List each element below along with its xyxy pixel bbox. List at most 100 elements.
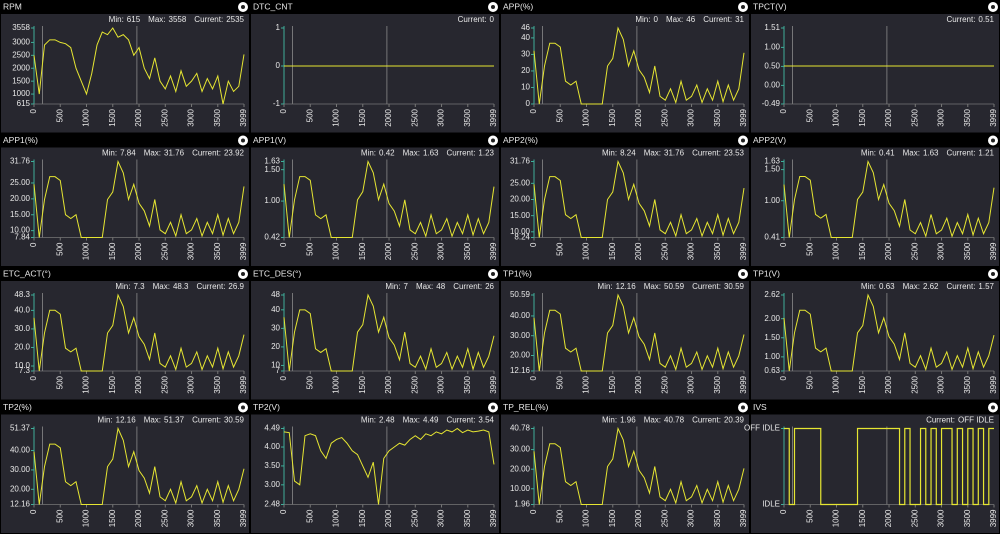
stat-value: 48: [436, 282, 445, 291]
x-tick-label: 3500: [463, 108, 472, 126]
x-tick-label: 3500: [213, 509, 222, 527]
y-tick-label: 1.96: [514, 500, 530, 509]
stat-value: 7.3: [133, 282, 145, 291]
y-tick-label: 1.50: [264, 165, 280, 174]
stat-label: Max:: [644, 416, 661, 425]
panel-title: TP2(%): [3, 402, 32, 412]
y-tick-label: 10.00: [10, 226, 31, 235]
stat-label: Max:: [903, 149, 920, 158]
stats: Current: 0.51: [947, 15, 995, 24]
x-tick-label: 1000: [332, 108, 341, 126]
y-tick-label: 2.00: [764, 314, 780, 323]
y-tick-label: 50.59: [510, 290, 531, 299]
panel-menu-dot: [741, 138, 745, 143]
x-tick-label: 1000: [582, 242, 591, 260]
x-tick-label: 3500: [963, 375, 972, 393]
y-tick-label: -0.49: [762, 99, 781, 108]
x-tick-label: 2000: [384, 242, 393, 260]
stat-value: 615: [127, 15, 141, 24]
x-tick-label: 3500: [213, 242, 222, 260]
y-tick-label: 40: [521, 33, 530, 42]
y-tick-label: 25.00: [510, 178, 531, 187]
stat-value: 46: [686, 15, 695, 24]
y-tick-label: 30.0: [14, 324, 30, 333]
x-tick-label: 3999: [239, 509, 248, 527]
panel-title: RPM: [3, 1, 22, 11]
x-tick-label: 2500: [910, 242, 919, 260]
y-tick-label: 10: [521, 83, 530, 92]
panel-menu-dot: [491, 138, 495, 143]
x-tick-label: 1000: [82, 108, 91, 126]
panel-body: [751, 281, 999, 400]
y-tick-label: IDLE: [762, 500, 780, 509]
data-line: [784, 427, 994, 506]
y-tick-label: 48.3: [14, 290, 30, 299]
x-tick-label: 1500: [108, 509, 117, 527]
y-tick-label: 30.00: [510, 331, 531, 340]
x-tick-label: 2500: [410, 375, 419, 393]
stats: Min: 7.3 Max: 48.3 Current: 26.9: [115, 282, 244, 291]
y-tick-label: 40.78: [510, 424, 531, 433]
x-tick-label: 2500: [910, 108, 919, 126]
x-tick-label: 2000: [634, 375, 643, 393]
x-tick-label: 1500: [608, 509, 617, 527]
panel-menu-dot: [241, 272, 245, 276]
x-tick-label: 3500: [963, 242, 972, 260]
panel-menu-dot: [241, 5, 245, 9]
panel-title: IVS: [753, 402, 767, 412]
data-line: [533, 159, 745, 238]
y-tick-label: 2500: [12, 50, 30, 59]
panel-body: [501, 414, 749, 533]
panel-menu-dot: [241, 138, 245, 143]
x-tick-label: 3000: [437, 509, 446, 527]
x-tick-label: 3999: [489, 108, 498, 126]
stat-value: 0: [653, 15, 658, 24]
y-tick-label: 1.50: [764, 165, 780, 174]
stat-value: 23.92: [224, 149, 245, 158]
panel-title: TP2(V): [253, 402, 280, 412]
x-tick-label: 1000: [832, 375, 841, 393]
panel-menu-dot: [491, 5, 495, 9]
panel-body: [251, 14, 499, 133]
panel-body: [251, 281, 499, 400]
stat-value: 7: [403, 282, 408, 291]
panel-title: DTC_CNT: [253, 1, 293, 11]
x-tick-label: 2500: [910, 375, 919, 393]
y-tick-label: 2.62: [764, 290, 780, 299]
y-tick-label: 25.00: [10, 178, 31, 187]
panel-body: [1, 14, 249, 133]
stat-value: 0.42: [379, 149, 395, 158]
x-tick-label: 2500: [660, 509, 669, 527]
stats: Min: 0 Max: 46 Current: 31: [635, 15, 744, 24]
data-line: [283, 427, 495, 505]
y-tick-label: OFF IDLE: [744, 424, 780, 433]
data-line: [533, 426, 745, 505]
stat-value: 1.63: [923, 149, 939, 158]
stat-value: 12.16: [616, 282, 637, 291]
stat-label: Max:: [403, 149, 420, 158]
stats: Current: 0: [458, 15, 495, 24]
x-tick-label: 0: [279, 375, 288, 380]
x-tick-label: 0: [29, 509, 38, 514]
x-tick-label: 2500: [160, 242, 169, 260]
x-tick-label: 3999: [739, 509, 748, 527]
y-tick-label: 7.3: [19, 366, 31, 375]
x-tick-label: 2000: [634, 242, 643, 260]
x-tick-label: 2000: [884, 375, 893, 393]
y-tick-label: 10.0: [14, 361, 30, 370]
stat-value: 1.57: [978, 282, 994, 291]
stat-value: 12.16: [116, 416, 137, 425]
x-tick-label: 3999: [989, 375, 998, 393]
x-tick-label: 3500: [713, 108, 722, 126]
stat-label: Current:: [947, 282, 976, 291]
stat-value: 26.9: [228, 282, 244, 291]
y-tick-label: 8.24: [514, 233, 530, 242]
panel-title: TPCT(V): [753, 1, 787, 11]
y-tick-label: 0.41: [764, 233, 780, 242]
panel-body: [1, 281, 249, 400]
stat-value: 40.78: [664, 416, 685, 425]
stat-value: 31.76: [664, 149, 685, 158]
panel-title: APP1(V): [253, 135, 286, 145]
stats: Min: 7.84 Max: 31.76 Current: 23.92: [102, 149, 245, 158]
panel-title: APP(%): [503, 1, 533, 11]
